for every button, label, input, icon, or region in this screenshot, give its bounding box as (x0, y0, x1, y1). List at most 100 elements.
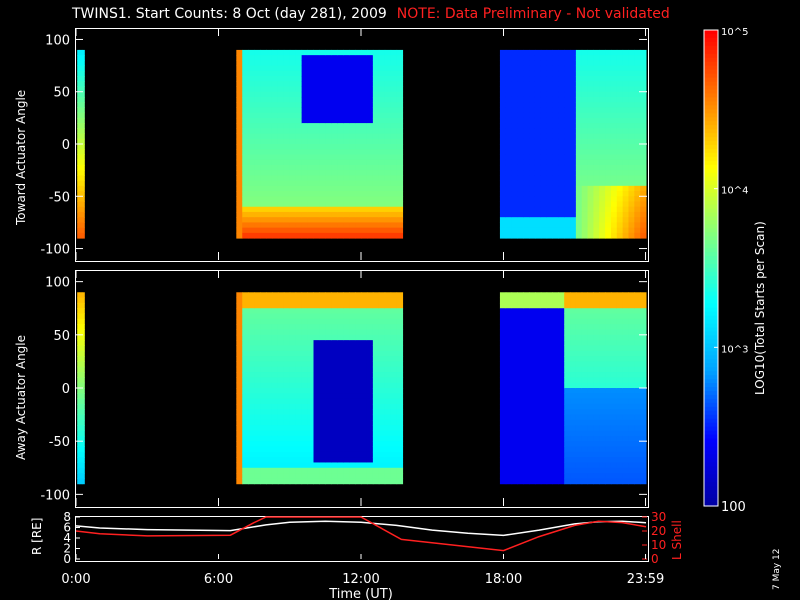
heatmap-cell (640, 70, 647, 77)
heatmap-cell (260, 393, 267, 400)
heatmap-cell (325, 133, 332, 140)
heatmap-cell (236, 65, 243, 72)
heatmap-cell (289, 217, 297, 223)
heatmap-cell (372, 107, 380, 114)
heatmap-cell (295, 414, 303, 421)
heatmap-cell (366, 414, 374, 421)
heatmap-cell (564, 467, 571, 474)
heatmap-cell (529, 49, 536, 56)
heatmap-cell (355, 175, 362, 182)
heatmap-cell (271, 138, 279, 145)
heatmap-cell (546, 329, 554, 336)
heatmap-cell (325, 175, 332, 182)
heatmap-cell (337, 473, 344, 479)
heatmap-cell (80, 419, 84, 426)
heatmap-cell (593, 318, 600, 325)
heatmap-cell (523, 398, 530, 405)
heatmap-cell (523, 393, 530, 400)
heatmap-cell (361, 170, 368, 176)
heatmap-cell (248, 419, 255, 426)
heatmap-cell (313, 382, 320, 389)
heatmap-cell (366, 393, 374, 400)
heatmap-cell (337, 388, 344, 394)
heatmap-cell (499, 366, 507, 373)
heatmap-cell (266, 175, 273, 182)
heatmap-cell (517, 70, 524, 77)
heatmap-cell (396, 377, 404, 384)
heatmap-cell (390, 313, 398, 320)
heatmap-cell (511, 217, 518, 223)
heatmap-cell (523, 324, 530, 330)
heatmap-cell (236, 49, 243, 56)
heatmap-cell (610, 467, 618, 474)
heatmap-cell (80, 144, 84, 150)
heatmap-cell (337, 324, 344, 330)
heatmap-cell (242, 473, 249, 479)
heatmap-cell (331, 164, 338, 171)
heatmap-cell (366, 361, 374, 368)
heatmap-cell (266, 49, 273, 56)
heatmap-cell (622, 76, 629, 82)
heatmap-cell (325, 366, 332, 373)
heatmap-cell (242, 70, 249, 77)
heatmap-cell (593, 467, 600, 474)
heatmap-cell (331, 55, 338, 61)
heatmap-cell (640, 196, 647, 202)
heatmap-cell (628, 138, 635, 145)
heatmap-cell (511, 211, 518, 218)
heatmap-cell (295, 313, 303, 320)
colorbar-band (704, 188, 718, 194)
heatmap-cell (587, 446, 594, 453)
heatmap-cell (277, 227, 285, 234)
heatmap-cell (337, 149, 344, 155)
heatmap-cell (570, 324, 577, 330)
heatmap-cell (260, 217, 267, 223)
heatmap-cell (605, 201, 612, 208)
heatmap-cell (343, 107, 350, 114)
heatmap-cell (283, 324, 291, 330)
heatmap-cell (517, 49, 524, 56)
heatmap-cell (331, 91, 338, 98)
heatmap-cell (80, 409, 84, 416)
heatmap-cell (313, 76, 320, 82)
heatmap-cell (517, 211, 524, 218)
heatmap-cell (634, 191, 641, 197)
heatmap-cell (301, 149, 309, 155)
heatmap-cell (575, 76, 583, 82)
heatmap-cell (575, 467, 583, 474)
heatmap-cell (254, 70, 261, 77)
heatmap-cell (242, 403, 249, 410)
heatmap-cell (295, 91, 303, 98)
heatmap-cell (78, 170, 82, 176)
heatmap-cell (558, 356, 565, 362)
heatmap-cell (366, 430, 374, 437)
heatmap-cell (260, 49, 267, 56)
heatmap-cell (581, 107, 589, 114)
heatmap-cell (337, 91, 344, 98)
heatmap-cell (628, 185, 635, 192)
heatmap-cell (564, 232, 571, 239)
heatmap-cell (271, 372, 279, 378)
heatmap-cell (349, 91, 356, 98)
heatmap-cell (564, 302, 571, 309)
heatmap-cell (289, 76, 297, 82)
heatmap-cell (581, 70, 589, 77)
heatmap-cell (546, 175, 554, 182)
heatmap-cell (277, 372, 285, 378)
heatmap-cell (301, 372, 309, 378)
heatmap-cell (325, 318, 332, 325)
heatmap-cell (605, 467, 612, 474)
heatmap-cell (331, 414, 338, 421)
heatmap-cell (301, 154, 309, 161)
heatmap-cell (640, 81, 647, 87)
heatmap-cell (605, 170, 612, 176)
heatmap-cell (361, 180, 368, 187)
heatmap-cell (82, 70, 85, 77)
heatmap-cell (378, 318, 386, 325)
heatmap-cell (289, 206, 297, 213)
heatmap-cell (289, 154, 297, 161)
heatmap-cell (295, 292, 303, 299)
heatmap-cell (517, 329, 524, 336)
heatmap-cell (564, 164, 571, 171)
heatmap-cell (581, 175, 589, 182)
